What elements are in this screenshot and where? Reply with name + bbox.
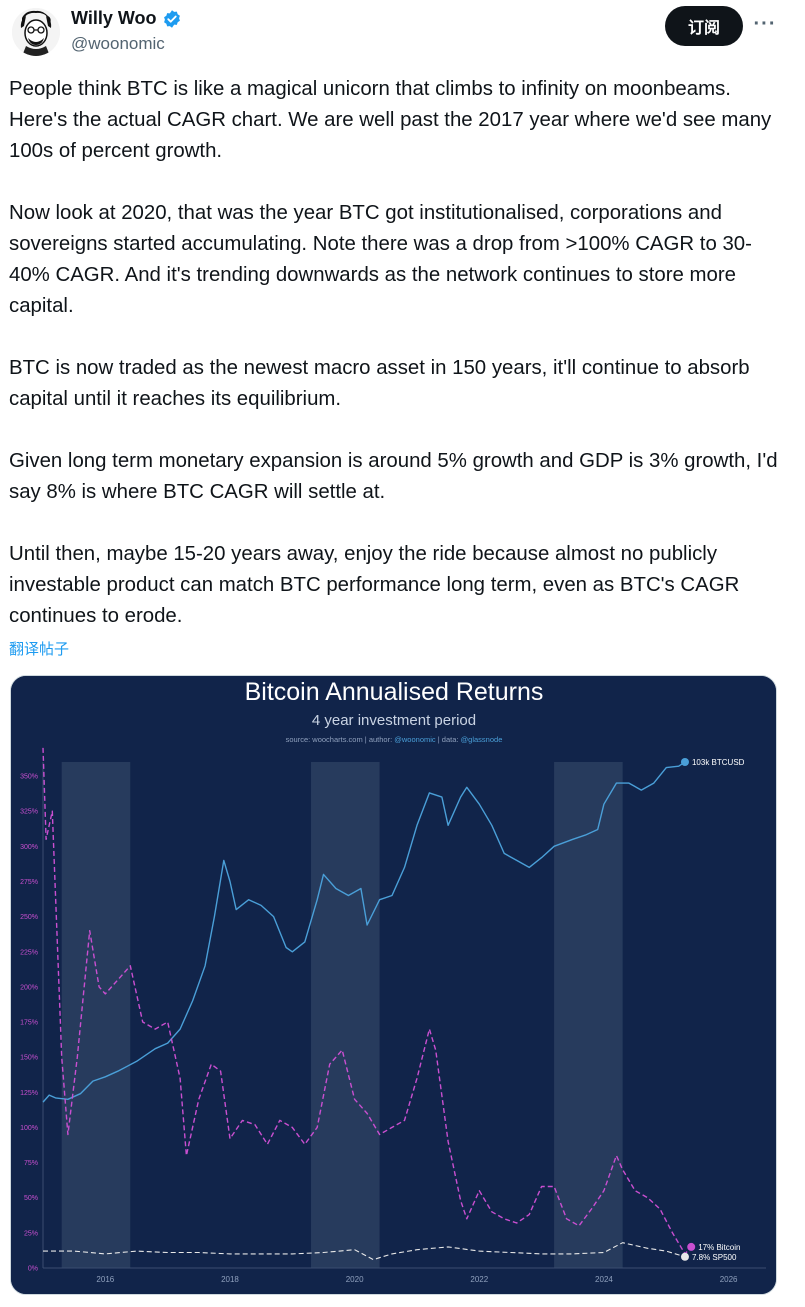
x-tick-label: 2020 bbox=[346, 1275, 364, 1284]
y-tick-label: 250% bbox=[20, 914, 38, 921]
y-tick-label: 50% bbox=[24, 1195, 38, 1202]
series-label: 103k BTCUSD bbox=[692, 758, 745, 767]
halving-period-band bbox=[554, 762, 623, 1268]
tweet-paragraph: Until then, maybe 15-20 years away, enjo… bbox=[9, 543, 740, 627]
author-handle[interactable]: @woonomic bbox=[71, 34, 165, 53]
y-tick-label: 0% bbox=[28, 1266, 38, 1273]
more-options-icon[interactable]: ··· bbox=[753, 13, 777, 35]
tweet-paragraph: Given long term monetary expansion is ar… bbox=[9, 450, 778, 503]
y-tick-label: 300% bbox=[20, 844, 38, 851]
source-author: @woonomic bbox=[394, 735, 436, 744]
avatar-illustration bbox=[12, 8, 60, 56]
source-prefix: source: woocharts.com | author: bbox=[286, 735, 395, 744]
tweet-media-chart[interactable]: Bitcoin Annualised Returns 4 year invest… bbox=[10, 675, 777, 1295]
x-tick-label: 2022 bbox=[470, 1275, 488, 1284]
series-label: 17% Bitcoin bbox=[698, 1243, 740, 1252]
y-tick-label: 75% bbox=[24, 1160, 38, 1167]
chart-subtitle: 4 year investment period bbox=[312, 712, 476, 729]
translate-post-link[interactable]: 翻译帖子 bbox=[9, 640, 70, 658]
tweet-paragraph: BTC is now traded as the newest macro as… bbox=[9, 357, 750, 410]
halving-period-band bbox=[311, 762, 380, 1268]
y-tick-label: 125% bbox=[20, 1090, 38, 1097]
x-tick-label: 2024 bbox=[595, 1275, 613, 1284]
y-tick-label: 350% bbox=[20, 774, 38, 781]
avatar[interactable] bbox=[12, 8, 60, 56]
series-end-marker bbox=[680, 1252, 689, 1261]
x-tick-label: 2018 bbox=[221, 1275, 239, 1284]
sp500-cagr-line bbox=[43, 1242, 686, 1261]
author-name[interactable]: Willy Woo bbox=[71, 8, 157, 28]
tweet-paragraph: Now look at 2020, that was the year BTC … bbox=[9, 202, 752, 317]
y-tick-label: 325% bbox=[20, 809, 38, 816]
chart-source: source: woocharts.com | author: @woonomi… bbox=[286, 735, 503, 744]
verified-badge-icon bbox=[162, 9, 182, 29]
series-label: 7.8% SP500 bbox=[692, 1253, 737, 1262]
source-data: @glassnode bbox=[461, 735, 503, 744]
y-tick-label: 25% bbox=[24, 1230, 38, 1237]
btc-price-line bbox=[42, 761, 686, 1103]
y-tick-label: 150% bbox=[20, 1055, 38, 1062]
y-tick-label: 225% bbox=[20, 949, 38, 956]
tweet-paragraph: People think BTC is like a magical unico… bbox=[9, 78, 772, 162]
series-end-marker bbox=[687, 1242, 696, 1251]
cagr-chart: Bitcoin Annualised Returns 4 year invest… bbox=[11, 676, 776, 1294]
btc-cagr-line bbox=[42, 747, 692, 1255]
halving-period-band bbox=[61, 762, 131, 1268]
chart-background bbox=[11, 676, 776, 1294]
y-tick-label: 275% bbox=[20, 879, 38, 886]
x-tick-label: 2016 bbox=[96, 1275, 114, 1284]
x-tick-label: 2026 bbox=[720, 1275, 738, 1284]
author-name-row: Willy Woo bbox=[71, 8, 182, 29]
tweet-body: People think BTC is like a magical unico… bbox=[9, 74, 789, 632]
subscribe-button[interactable]: 订阅 bbox=[665, 6, 743, 46]
chart-title: Bitcoin Annualised Returns bbox=[245, 678, 544, 706]
y-tick-label: 100% bbox=[20, 1125, 38, 1132]
y-tick-label: 200% bbox=[20, 984, 38, 991]
series-end-marker bbox=[680, 758, 689, 766]
y-tick-label: 175% bbox=[20, 1020, 38, 1027]
source-mid: | data: bbox=[436, 735, 461, 744]
tweet-header: Willy Woo @woonomic 订阅 ··· bbox=[0, 0, 805, 70]
